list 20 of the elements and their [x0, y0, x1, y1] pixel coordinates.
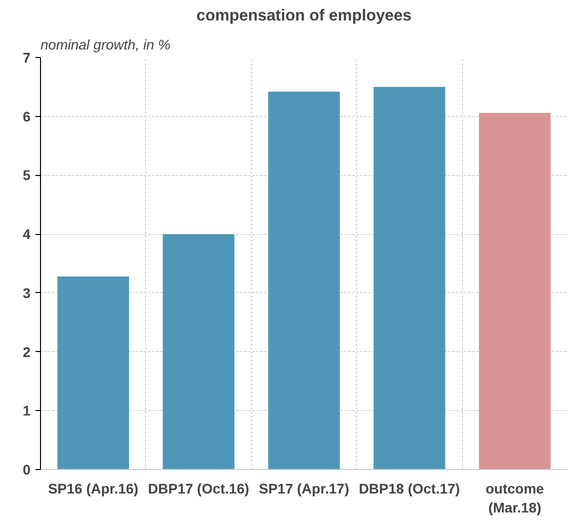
y-axis-title: nominal growth, in %	[40, 36, 170, 52]
bar	[478, 112, 551, 470]
y-tick-label: 7	[22, 50, 31, 66]
y-tick-label: 5	[22, 167, 31, 184]
x-tick-label: DBP17 (Oct.16)	[148, 480, 250, 496]
y-tick-label: 4	[22, 226, 31, 242]
x-tick-label: DBP18 (Oct.17)	[358, 480, 460, 496]
bar	[268, 92, 340, 470]
y-tick-label: 2	[22, 344, 31, 360]
x-tick-label: SP16 (Apr.16)	[48, 480, 138, 496]
x-tick-label: outcome (Mar.18)	[486, 480, 544, 516]
y-tick-label: 3	[22, 284, 31, 301]
bar	[57, 276, 130, 470]
y-tick-label: 0	[22, 462, 31, 478]
bar	[374, 86, 446, 470]
x-tick-label: SP17 (Apr.17)	[258, 480, 350, 496]
chart-title: compensation of employees	[196, 8, 412, 24]
bar	[162, 234, 234, 470]
y-tick-label: 6	[22, 108, 31, 124]
y-tick-label: 1	[22, 402, 31, 419]
